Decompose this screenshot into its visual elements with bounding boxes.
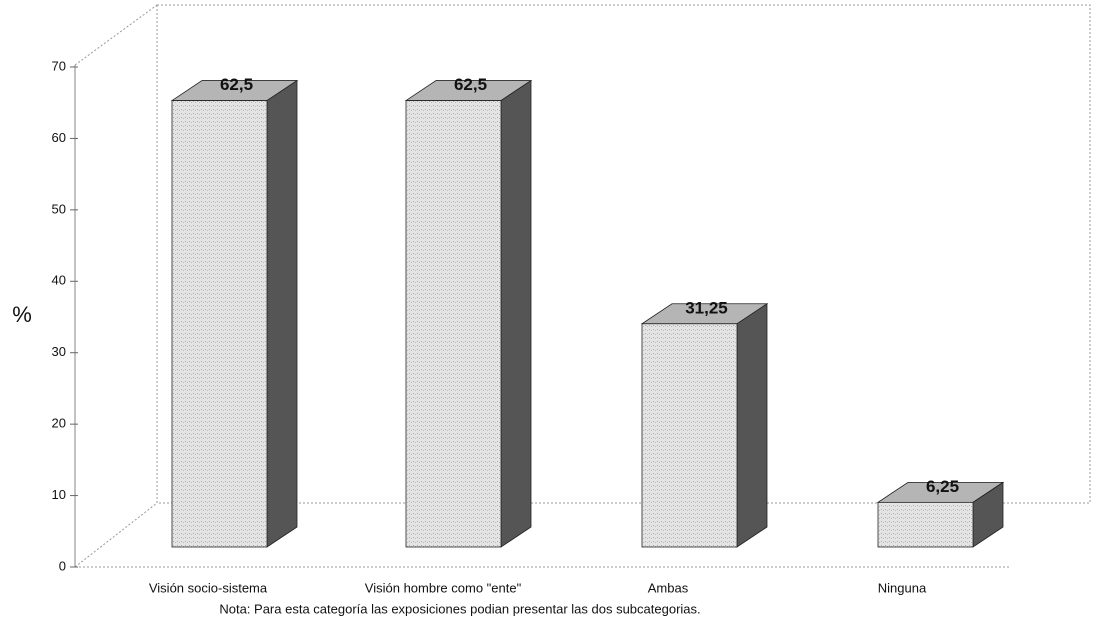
y-tick-label: 30 [52, 344, 66, 359]
bar-side [266, 79, 298, 548]
walls [74, 4, 1091, 568]
x-tick-label: Visión hombre como "ente" [365, 580, 522, 595]
y-tick-label: 40 [52, 273, 66, 288]
x-tick-label: Visión socio-sistema [149, 580, 268, 595]
bar [877, 501, 974, 548]
bar [171, 100, 268, 548]
bar-side [500, 79, 532, 548]
y-axis-label: % [12, 302, 32, 327]
bar [405, 100, 502, 548]
y-tick-label: 50 [52, 201, 66, 216]
data-label: 62,5 [454, 75, 487, 94]
x-tick-label: Ninguna [878, 580, 927, 595]
y-tick-label: 10 [52, 487, 66, 502]
bar-side [736, 303, 768, 548]
y-tick-label: 20 [52, 416, 66, 431]
data-label: 31,25 [685, 298, 728, 317]
bar [641, 323, 738, 548]
y-tick-label: 0 [59, 558, 66, 573]
data-label: 6,25 [926, 477, 959, 496]
y-tick-label: 70 [52, 58, 66, 73]
y-tick-label: 60 [52, 130, 66, 145]
note: Nota: Para esta categoría las exposicion… [219, 601, 700, 616]
data-label: 62,5 [220, 75, 253, 94]
x-tick-label: Ambas [648, 580, 689, 595]
